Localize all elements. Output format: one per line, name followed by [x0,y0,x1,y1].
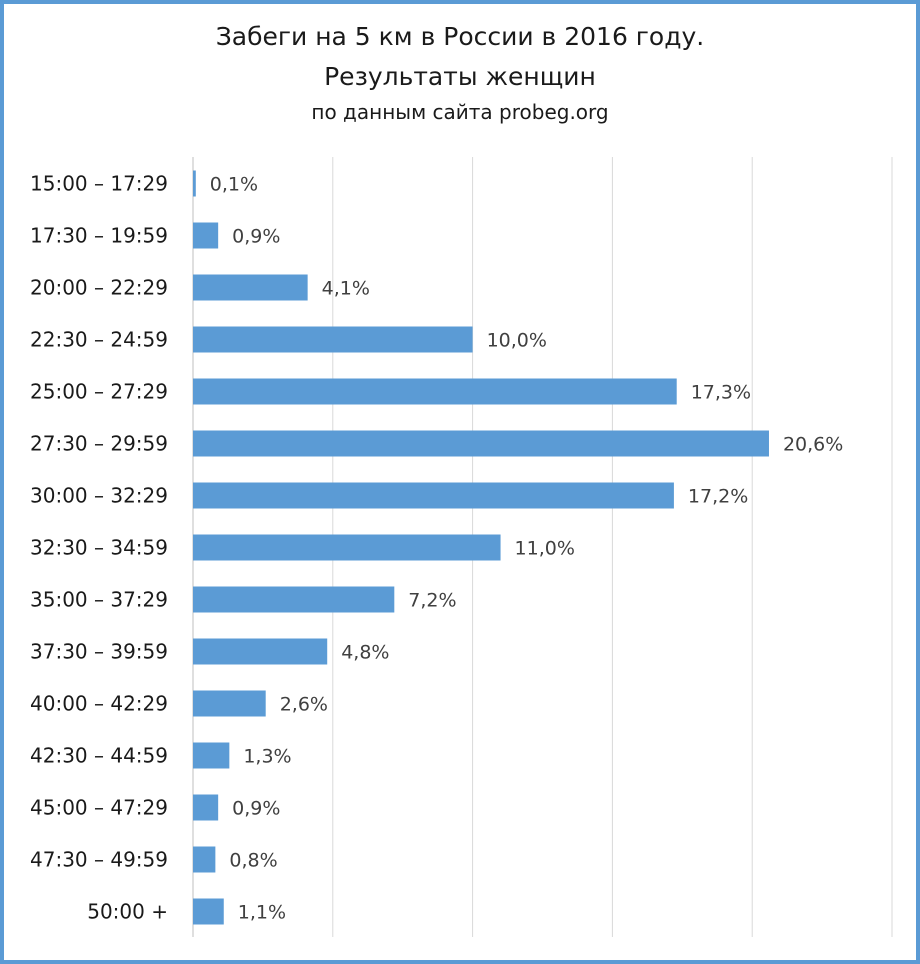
data-label: 10,0% [487,330,547,352]
data-label: 0,9% [232,226,280,248]
bar [193,846,216,873]
bar [193,378,677,405]
category-label: 32:30 – 34:59 [30,536,168,560]
data-label: 4,8% [341,642,389,664]
data-label: 7,2% [408,590,456,612]
data-label: 11,0% [515,538,575,560]
category-label: 35:00 – 37:29 [30,588,168,612]
category-label: 42:30 – 44:59 [30,744,168,768]
bar [193,222,219,249]
chart-title-line-2: Результаты женщин [324,62,596,91]
bar [193,482,674,509]
bar [193,586,395,613]
data-label: 2,6% [280,694,328,716]
data-label: 0,8% [229,850,277,872]
data-label: 4,1% [322,278,370,300]
data-label: 1,3% [243,746,291,768]
data-label: 0,9% [232,798,280,820]
bar [193,742,230,769]
category-label: 22:30 – 24:59 [30,328,168,352]
bar [193,274,308,301]
category-label: 50:00 + [87,900,168,924]
chart-title: Забеги на 5 км в России в 2016 году. [215,22,705,51]
bar [193,534,501,561]
category-label: 17:30 – 19:59 [30,224,168,248]
data-label: 20,6% [783,434,843,456]
category-label: 27:30 – 29:59 [30,432,168,456]
data-label: 17,2% [688,486,748,508]
bar [193,430,769,457]
category-label: 45:00 – 47:29 [30,796,168,820]
chart-subtitle: по данным сайта probeg.org [311,100,609,124]
data-label: 0,1% [210,174,258,196]
data-label: 17,3% [691,382,751,404]
category-label: 30:00 – 32:29 [30,484,168,508]
category-label: 47:30 – 49:59 [30,848,168,872]
category-label: 20:00 – 22:29 [30,276,168,300]
bar [193,794,219,821]
category-label: 15:00 – 17:29 [30,172,168,196]
category-label: 25:00 – 27:29 [30,380,168,404]
category-label: 40:00 – 42:29 [30,692,168,716]
bar [193,638,328,665]
category-label: 37:30 – 39:59 [30,640,168,664]
bar [193,326,473,353]
data-label: 1,1% [238,902,286,924]
bar [193,690,266,717]
bar [193,170,196,197]
bar [193,898,224,925]
